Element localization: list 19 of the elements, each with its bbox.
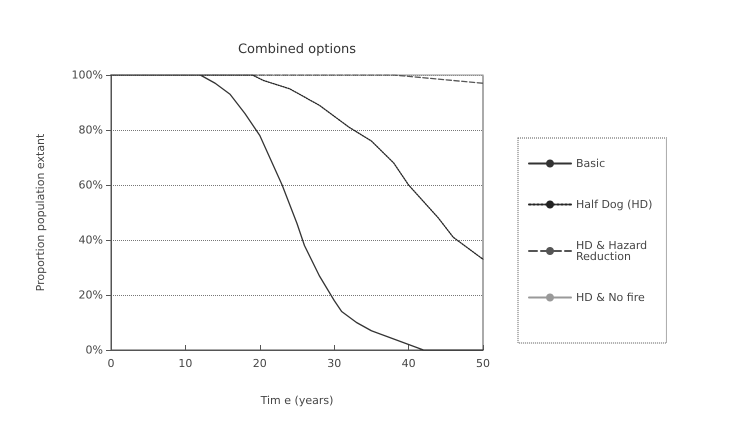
legend-label: Half Dog (HD) <box>576 198 652 211</box>
x-axis-title: Tim e (years) <box>260 394 334 407</box>
y-tick-label: 80% <box>78 124 103 136</box>
legend-label: HD & Hazard Reduction <box>576 239 651 263</box>
y-tick-label: 0% <box>86 344 103 356</box>
x-tick-label: 20 <box>252 357 267 370</box>
legend-label: Basic <box>576 157 606 170</box>
x-tick-label: 10 <box>178 357 192 370</box>
x-tick-label: 0 <box>108 357 114 370</box>
y-tick-label: 60% <box>78 178 103 192</box>
chart-title: Combined options <box>238 42 356 57</box>
y-tick-label: 20% <box>78 288 103 302</box>
legend-label: HD & No fire <box>576 291 645 304</box>
y-axis-title: Proportion population extant <box>34 132 47 292</box>
x-tick-label: 40 <box>402 357 416 370</box>
x-tick-label: 30 <box>327 357 342 370</box>
x-tick-label: 50 <box>476 357 490 370</box>
y-tick-label: 100% <box>72 68 103 82</box>
y-tick-label: 40% <box>78 234 103 246</box>
